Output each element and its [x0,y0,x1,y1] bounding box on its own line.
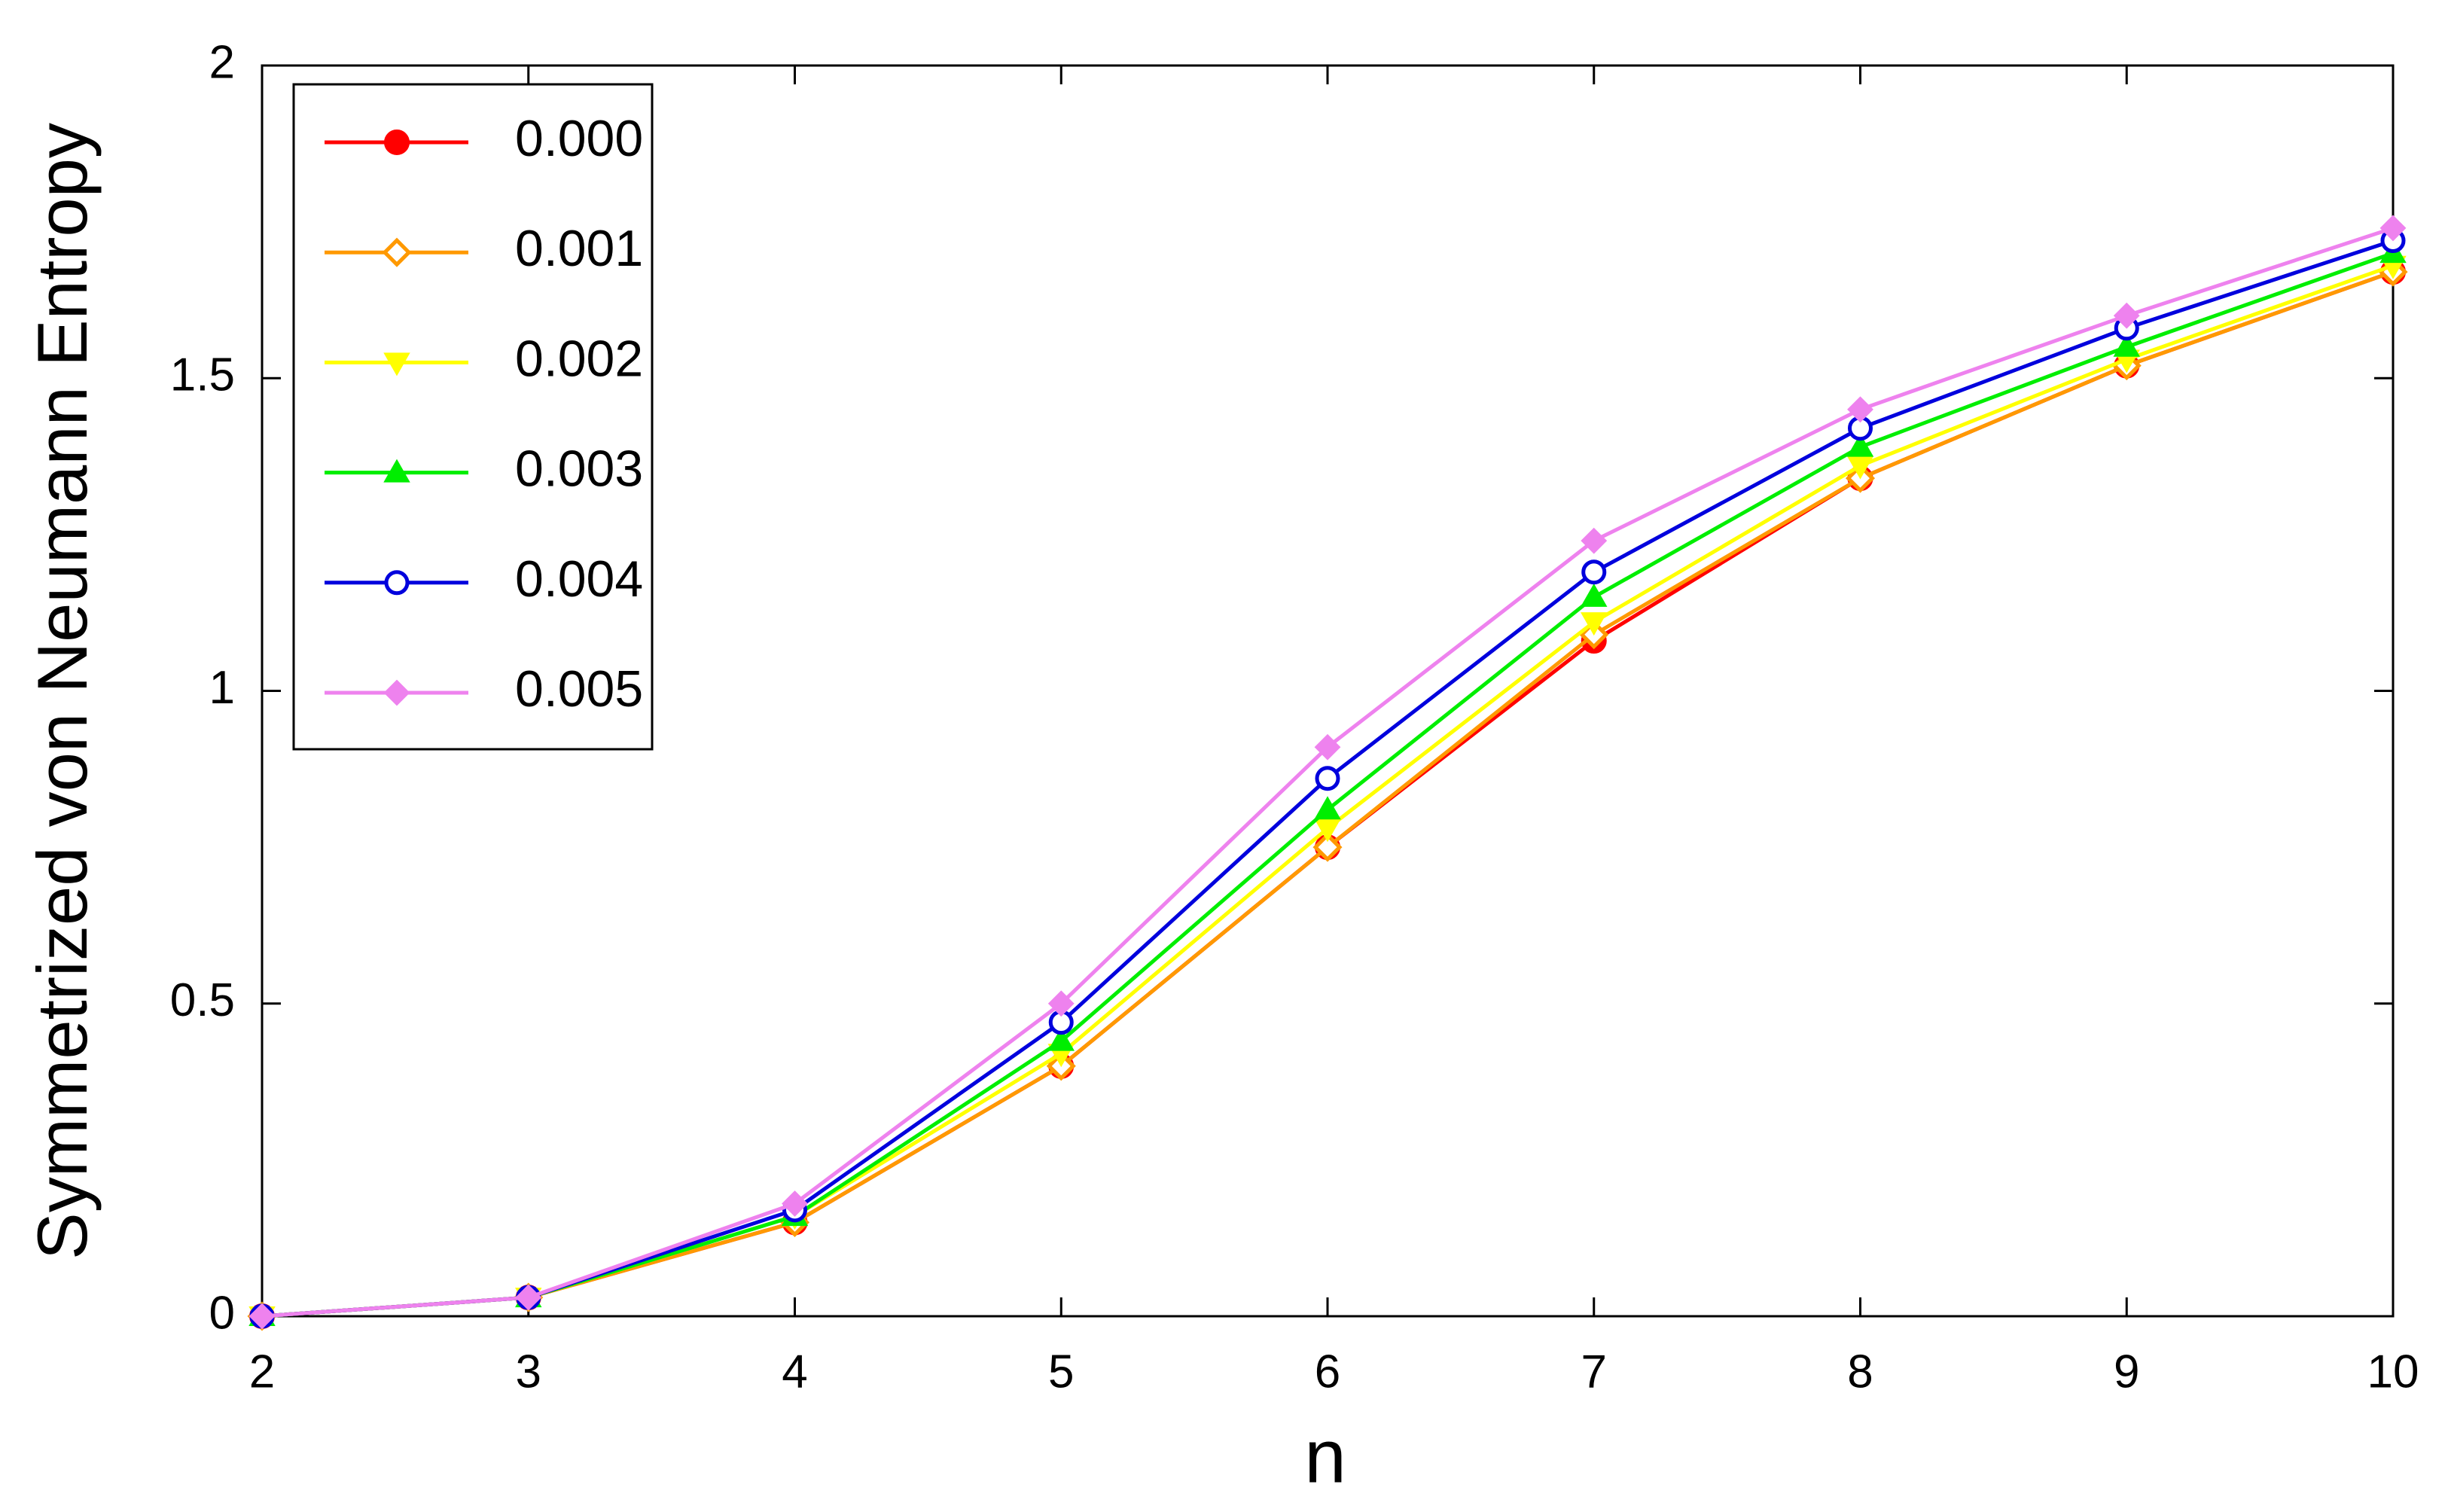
marker [1847,396,1873,423]
y-axis-label: Symmetrized von Neumann Entropy [23,123,102,1260]
marker [1047,1027,1075,1051]
y-tick-label: 1 [209,662,235,714]
marker [1315,766,1340,791]
marker [1581,527,1608,554]
marker [1581,559,1607,585]
x-tick-label: 7 [1581,1346,1607,1398]
legend-marker [383,459,410,483]
x-tick-label: 9 [2114,1346,2139,1398]
x-tick-label: 3 [516,1346,541,1398]
legend-marker [383,679,410,706]
marker [1846,433,1874,457]
legend-marker [384,570,410,596]
marker [515,1284,542,1311]
marker [1312,832,1343,862]
legend-label: 0.000 [515,110,643,167]
x-tick-label: 10 [2367,1346,2419,1398]
legend: 0.000 0.001 0.002 0.003 0.004 0.005 [292,83,654,751]
marker [2113,302,2140,329]
marker [1314,733,1341,761]
marker [2113,333,2140,357]
y-tick-label: 2 [209,36,235,88]
legend-label: 0.001 [515,220,643,277]
marker [1581,612,1608,636]
legend-label: 0.002 [515,330,643,387]
x-tick-label: 4 [782,1346,807,1398]
plot-frame [261,64,2395,1318]
legend-marker [383,352,410,376]
x-tick-label: 2 [249,1346,275,1398]
legend-label: 0.005 [515,660,643,718]
marker [1047,990,1075,1017]
legend-label: 0.003 [515,440,643,498]
x-tick-label: 5 [1048,1346,1074,1398]
legend-label: 0.004 [515,550,643,608]
series [248,215,2407,1330]
y-tick-label: 0 [209,1287,235,1339]
y-tick-label: 1.5 [170,349,235,401]
marker [248,1303,276,1330]
marker [1581,583,1608,607]
x-tick-label: 8 [1847,1346,1873,1398]
legend-marker [384,130,410,155]
legend-marker [382,237,412,267]
marker [782,1190,808,1217]
y-tick-label: 0.5 [170,974,235,1026]
x-axis-label: n [1304,1414,1346,1498]
marker [2379,215,2407,242]
x-tick-label: 6 [1315,1346,1340,1398]
legend-box [292,83,654,751]
marker [1314,796,1341,820]
